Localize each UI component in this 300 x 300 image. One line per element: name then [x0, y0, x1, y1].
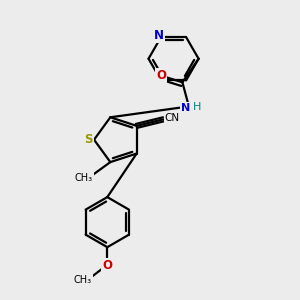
- Text: CH₃: CH₃: [75, 173, 93, 183]
- Text: N: N: [154, 29, 164, 42]
- Text: CH₃: CH₃: [74, 274, 92, 285]
- Text: H: H: [193, 102, 201, 112]
- Text: CN: CN: [164, 113, 180, 123]
- Text: N: N: [181, 103, 190, 113]
- Text: O: O: [102, 259, 112, 272]
- Text: S: S: [85, 133, 93, 146]
- Text: O: O: [156, 69, 166, 82]
